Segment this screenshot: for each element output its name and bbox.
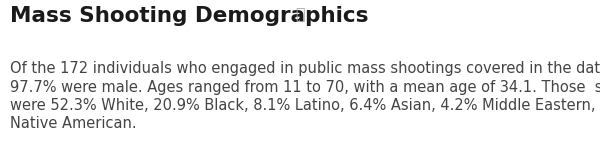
- Text: Mass Shooting Demographics: Mass Shooting Demographics: [10, 6, 368, 26]
- Text: ⛓: ⛓: [295, 6, 305, 21]
- Text: 97.7% were male. Ages ranged from 11 to 70, with a mean age of 34.1. Those  shoo: 97.7% were male. Ages ranged from 11 to …: [10, 80, 600, 95]
- Text: Native American.: Native American.: [10, 117, 137, 132]
- Text: Of the 172 individuals who engaged in public mass shootings covered in the datab: Of the 172 individuals who engaged in pu…: [10, 61, 600, 76]
- Text: were 52.3% White, 20.9% Black, 8.1% Latino, 6.4% Asian, 4.2% Middle Eastern, and: were 52.3% White, 20.9% Black, 8.1% Lati…: [10, 98, 600, 113]
